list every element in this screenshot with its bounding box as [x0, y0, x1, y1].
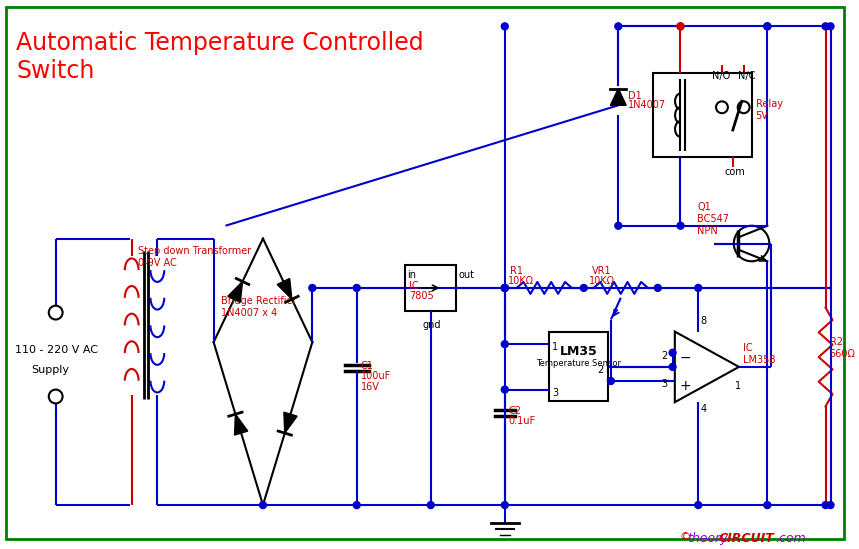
Circle shape	[427, 502, 434, 508]
Polygon shape	[283, 412, 297, 433]
Circle shape	[309, 284, 316, 292]
Circle shape	[764, 23, 771, 30]
Text: 16V: 16V	[361, 382, 380, 391]
Circle shape	[822, 502, 829, 508]
Text: VR1: VR1	[592, 266, 612, 276]
Text: Q1: Q1	[698, 202, 711, 212]
Circle shape	[827, 502, 834, 508]
Text: −: −	[679, 351, 691, 365]
Text: 10KΩ: 10KΩ	[588, 276, 615, 286]
Text: 100uF: 100uF	[361, 371, 391, 381]
Circle shape	[677, 23, 684, 30]
Text: C1: C1	[361, 361, 374, 371]
Circle shape	[669, 349, 676, 356]
Text: 1N4007 x 4: 1N4007 x 4	[221, 307, 277, 318]
Text: IC: IC	[409, 281, 418, 291]
Text: LM35: LM35	[560, 345, 598, 358]
Text: 7805: 7805	[409, 291, 434, 301]
Circle shape	[615, 23, 622, 30]
Text: gnd: gnd	[423, 321, 442, 330]
Text: IC: IC	[743, 343, 752, 353]
Text: D1: D1	[628, 91, 642, 100]
Text: NPN: NPN	[698, 226, 718, 236]
Text: BC547: BC547	[698, 214, 729, 224]
Circle shape	[502, 284, 509, 292]
Text: 110 - 220 V AC: 110 - 220 V AC	[15, 345, 98, 355]
Circle shape	[502, 284, 509, 292]
Text: 2: 2	[661, 351, 667, 361]
Bar	[405, 265, 456, 311]
Circle shape	[822, 23, 829, 30]
Text: 0-9V AC: 0-9V AC	[137, 259, 176, 268]
Circle shape	[655, 284, 661, 292]
Text: .com: .com	[776, 532, 806, 545]
Text: R2: R2	[830, 337, 843, 348]
Text: 4: 4	[700, 404, 706, 414]
Circle shape	[581, 284, 588, 292]
Bar	[549, 332, 608, 401]
Circle shape	[502, 284, 509, 292]
Circle shape	[669, 363, 676, 371]
Text: com: com	[725, 167, 746, 177]
Text: Relay: Relay	[756, 99, 783, 109]
Text: 3: 3	[552, 388, 558, 397]
Text: LM358: LM358	[743, 355, 776, 365]
Circle shape	[695, 284, 702, 292]
Circle shape	[353, 284, 360, 292]
Text: +: +	[679, 379, 691, 393]
Circle shape	[695, 502, 702, 508]
Text: 560Ω: 560Ω	[830, 349, 856, 359]
Circle shape	[502, 23, 509, 30]
Circle shape	[607, 378, 614, 384]
Text: 3: 3	[661, 379, 667, 389]
Text: Step down Transformer: Step down Transformer	[137, 247, 251, 256]
Text: in: in	[407, 270, 416, 280]
Text: out: out	[459, 270, 474, 280]
Text: 5V: 5V	[756, 111, 769, 121]
Text: 1: 1	[735, 380, 741, 391]
Text: 1: 1	[552, 342, 558, 352]
Text: theory: theory	[687, 532, 728, 545]
Text: Automatic Temperature Controlled: Automatic Temperature Controlled	[16, 31, 423, 55]
Circle shape	[502, 386, 509, 393]
Circle shape	[764, 23, 771, 30]
Polygon shape	[277, 278, 292, 299]
Circle shape	[677, 222, 684, 229]
Text: Temperature Sensor: Temperature Sensor	[536, 359, 621, 368]
Polygon shape	[611, 88, 626, 105]
Text: 8: 8	[700, 316, 706, 326]
Polygon shape	[228, 282, 242, 302]
Circle shape	[764, 502, 771, 508]
Text: C2: C2	[509, 406, 521, 416]
Text: CIRCUIT: CIRCUIT	[719, 532, 775, 545]
Text: 10KΩ: 10KΩ	[508, 276, 533, 286]
Text: 2: 2	[598, 365, 604, 375]
Bar	[653, 73, 752, 157]
Circle shape	[502, 341, 509, 348]
Circle shape	[677, 23, 684, 30]
Polygon shape	[235, 414, 247, 435]
Circle shape	[827, 23, 834, 30]
Text: Bridge Rectifier: Bridge Rectifier	[221, 296, 296, 306]
Text: 0.1uF: 0.1uF	[509, 416, 536, 426]
Text: R1: R1	[509, 266, 523, 276]
Text: 1N4007: 1N4007	[628, 100, 667, 110]
Text: ©: ©	[679, 532, 691, 542]
Circle shape	[353, 502, 360, 508]
Text: Supply: Supply	[31, 365, 69, 375]
Text: N/C: N/C	[738, 71, 755, 81]
Text: Switch: Switch	[16, 59, 94, 83]
Circle shape	[502, 502, 509, 508]
Circle shape	[615, 222, 622, 229]
Text: N/O: N/O	[712, 71, 730, 81]
Circle shape	[259, 502, 266, 508]
